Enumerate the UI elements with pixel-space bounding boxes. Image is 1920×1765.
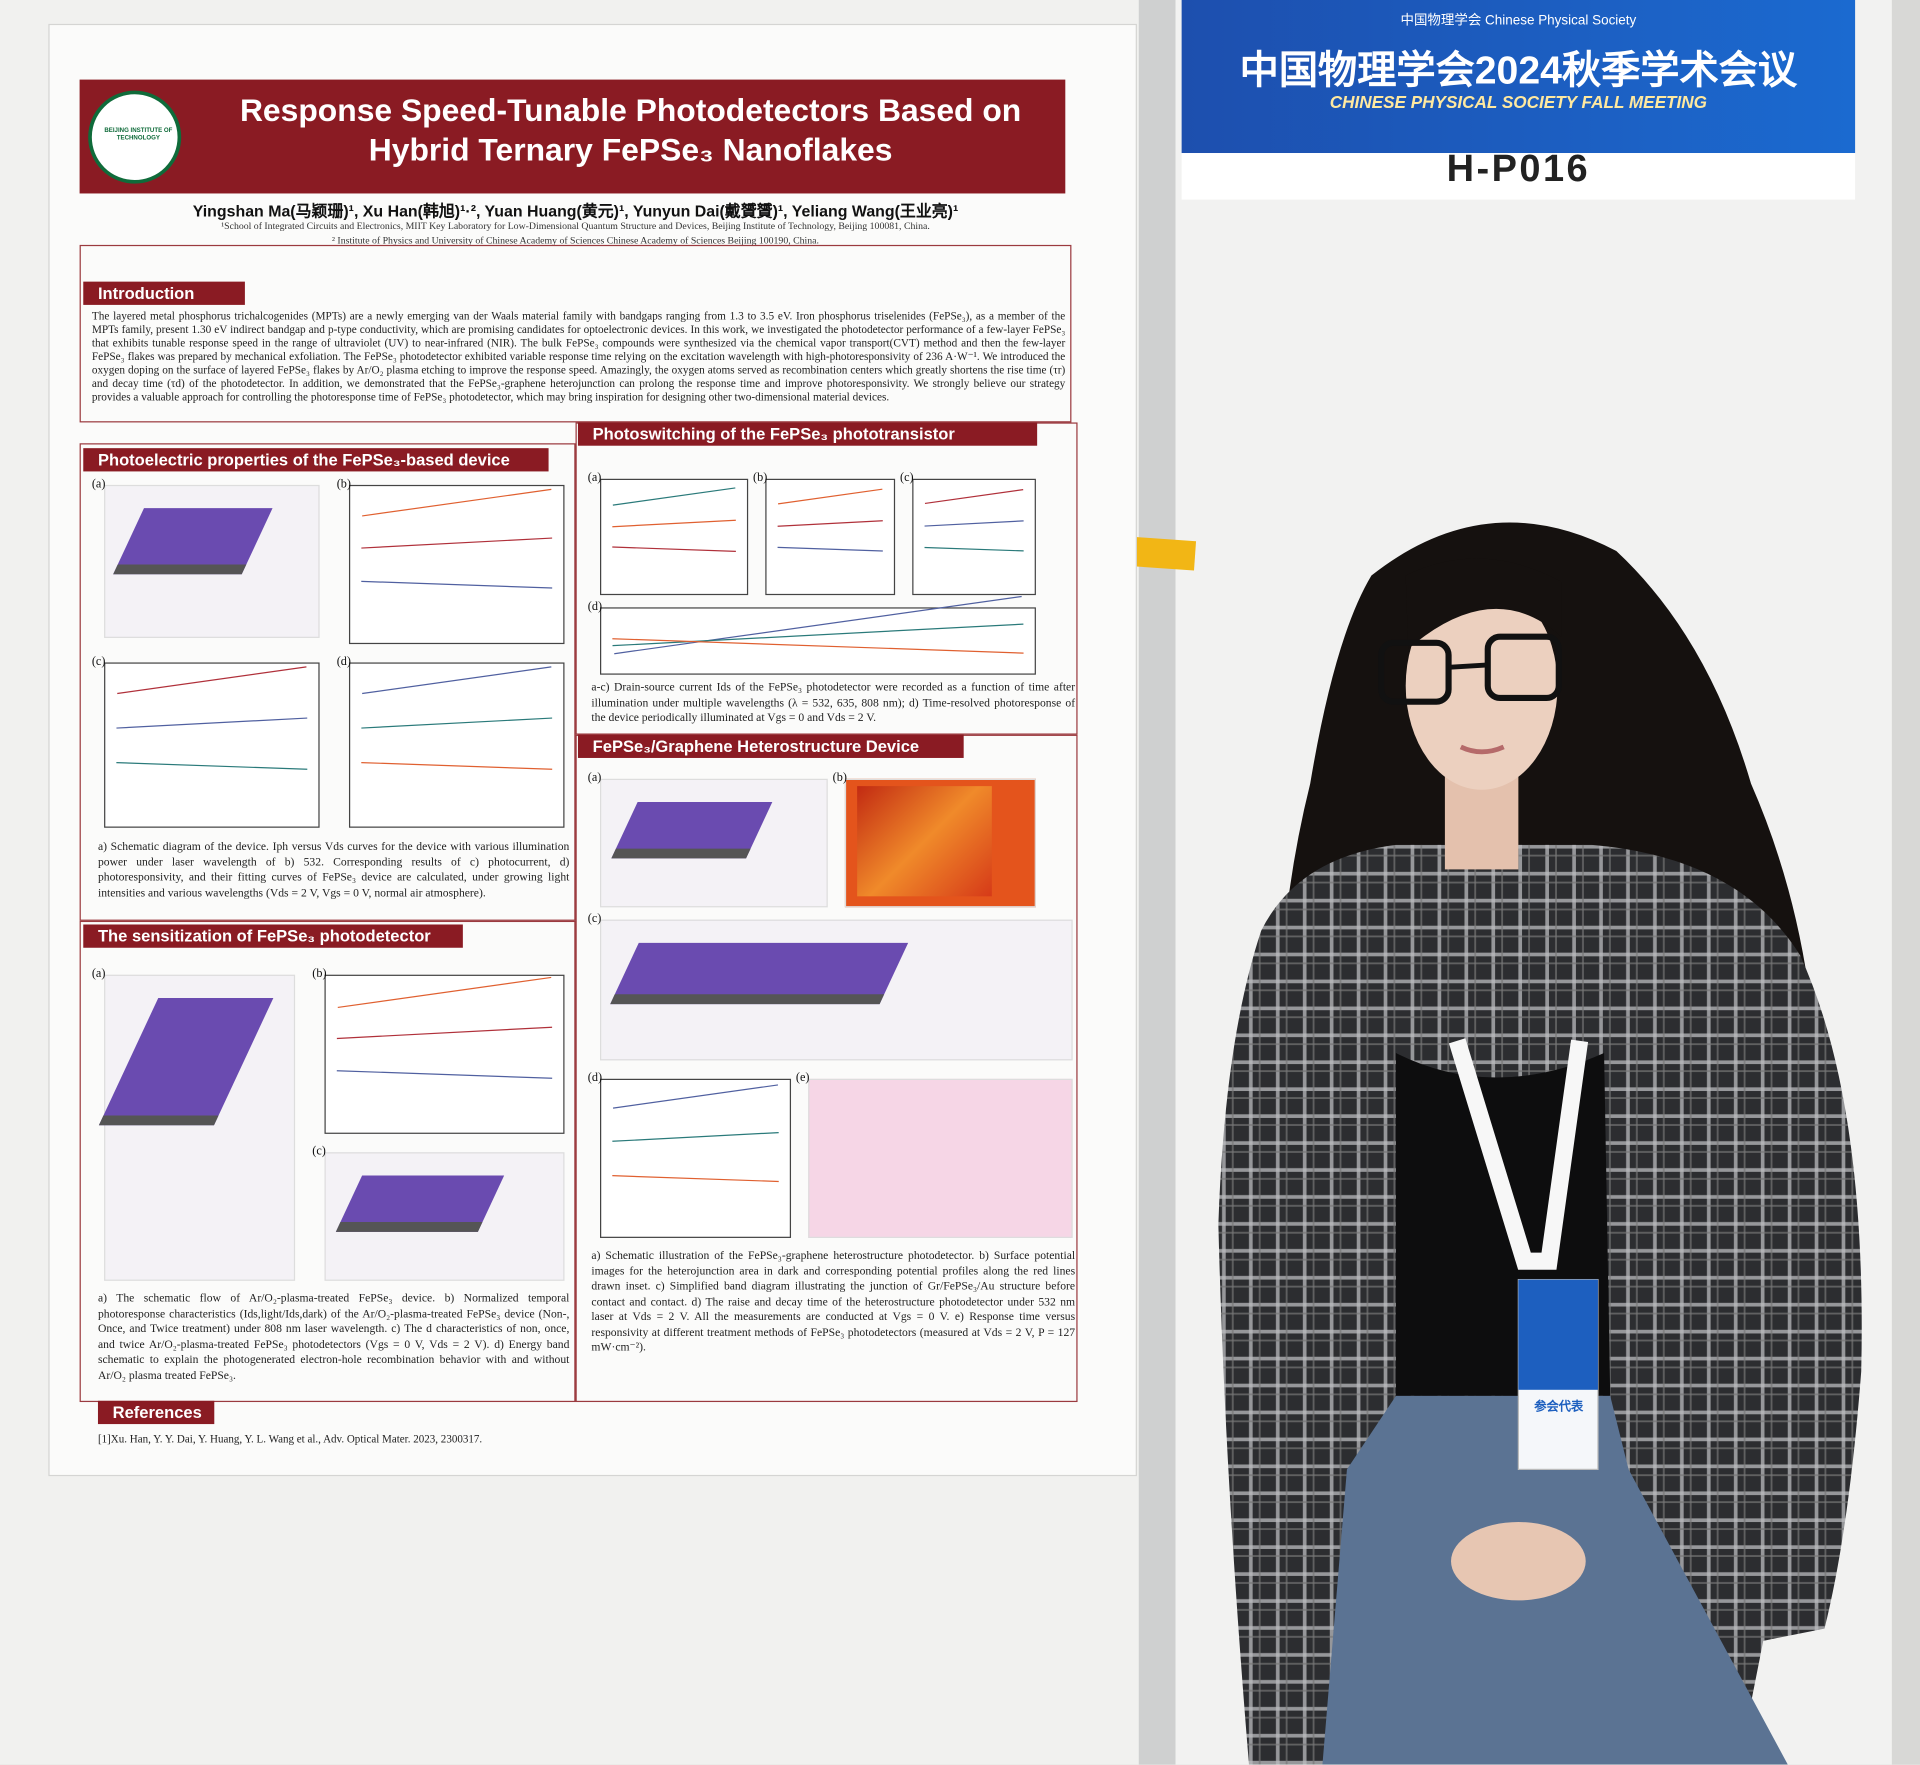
sign-subtitle: CHINESE PHYSICAL SOCIETY FALL MEETING <box>1329 91 1707 112</box>
affiliation: ² Institute of Physics and University of… <box>332 235 819 247</box>
figure-panel <box>324 974 565 1134</box>
panel-label: (d) <box>587 1071 603 1085</box>
panel-label: (c) <box>587 912 602 926</box>
sign-society: 中国物理学会 Chinese Physical Society <box>1400 13 1637 29</box>
authors: Yingshan Ma(马颖珊)¹, Xu Han(韩旭)¹·², Yuan H… <box>192 202 959 221</box>
logo-text: BEIJING INSTITUTE OF TECHNOLOGY <box>104 127 173 143</box>
figure-panel <box>600 1078 792 1238</box>
edge <box>1891 0 1920 1765</box>
device-sketch <box>610 942 909 1005</box>
panel-label: (c) <box>91 655 106 669</box>
section-heading: The sensitization of FePSe₃ photodetecto… <box>83 924 463 948</box>
sign-title: 中国物理学会2024秋季学术会议 <box>1239 47 1798 92</box>
panel-label: (a) <box>587 771 602 785</box>
panel-label: (c) <box>900 471 914 485</box>
figure-panel <box>104 662 320 828</box>
panel-label: (b) <box>753 471 768 485</box>
section-heading: Introduction <box>83 281 245 305</box>
poster-title: Response Speed-Tunable Photodetectors Ba… <box>239 91 1022 168</box>
tape <box>1125 536 1197 571</box>
figure-panel <box>912 478 1036 596</box>
panel-label: (e) <box>795 1071 810 1085</box>
device-sketch <box>335 1175 504 1232</box>
board-number-plate <box>1181 153 1856 200</box>
figure-panel <box>808 1078 1073 1238</box>
affiliation: ¹School of Integrated Circuits and Elect… <box>221 220 930 232</box>
bangs <box>1405 558 1562 649</box>
figure-caption: a) The schematic flow of Ar/O₂-plasma-tr… <box>97 1293 570 1382</box>
figure-panel <box>348 484 565 645</box>
section-heading: References <box>97 1400 215 1425</box>
pole <box>1138 0 1176 1765</box>
section-box <box>79 244 1072 423</box>
panel-label: (c) <box>312 1144 326 1159</box>
figure-panel <box>765 478 896 596</box>
board-number: H-P016 <box>1446 146 1591 190</box>
section-heading: Photoelectric properties of the FePSe₃-b… <box>83 448 549 472</box>
panel-label: (b) <box>832 771 847 785</box>
figure-panel <box>600 607 1036 675</box>
section-text: The layered metal phosphorus trichalcoge… <box>91 309 1066 403</box>
panel-label: (d) <box>587 600 603 614</box>
section-heading: FePSe₃/Graphene Heterostructure Device <box>577 734 964 758</box>
panel-label: (b) <box>312 967 327 981</box>
panel-label: (a) <box>91 477 106 492</box>
figure-caption: a) Schematic illustration of the FePSe₃-… <box>591 1250 1076 1355</box>
map-gradient <box>857 786 992 897</box>
section-heading: Photoswitching of the FePSe₃ phototransi… <box>577 422 1038 446</box>
glasses-left <box>1378 639 1452 705</box>
lanyard <box>1448 1038 1589 1270</box>
title-bar <box>79 79 1066 194</box>
device-sketch <box>611 802 773 859</box>
figure-panel <box>600 478 749 596</box>
figure-caption: a) Schematic diagram of the device. Iph … <box>97 841 570 900</box>
logo <box>88 90 182 184</box>
badge-text: 参会代表 <box>1534 1400 1584 1415</box>
figure-caption: a-c) Drain-source current Ids of the FeP… <box>591 682 1076 725</box>
section-box <box>79 443 576 921</box>
panel-label: (d) <box>336 655 352 669</box>
panel-label: (a) <box>587 471 602 485</box>
figure-panel <box>348 662 565 828</box>
section-text: [1]Xu. Han, Y. Y. Dai, Y. Huang, Y. L. W… <box>97 1432 483 1445</box>
panel-label: (a) <box>91 967 106 981</box>
panel-label: (b) <box>336 477 352 492</box>
mouth <box>1459 744 1505 755</box>
hands <box>1451 1522 1586 1601</box>
sign-banner <box>1181 0 1856 154</box>
section-box <box>79 920 576 1403</box>
glasses-bridge <box>1448 662 1488 670</box>
badge-top <box>1518 1279 1598 1390</box>
